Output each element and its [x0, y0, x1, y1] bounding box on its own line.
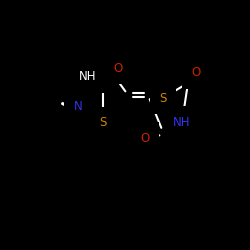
Text: NH: NH — [173, 116, 191, 128]
Text: S: S — [99, 116, 107, 130]
Text: N: N — [74, 100, 82, 114]
Text: O: O — [140, 132, 149, 144]
Text: O: O — [192, 66, 200, 80]
Text: S: S — [159, 92, 167, 104]
Text: NH: NH — [79, 70, 97, 84]
Text: N: N — [74, 88, 82, 102]
Text: O: O — [114, 62, 122, 74]
